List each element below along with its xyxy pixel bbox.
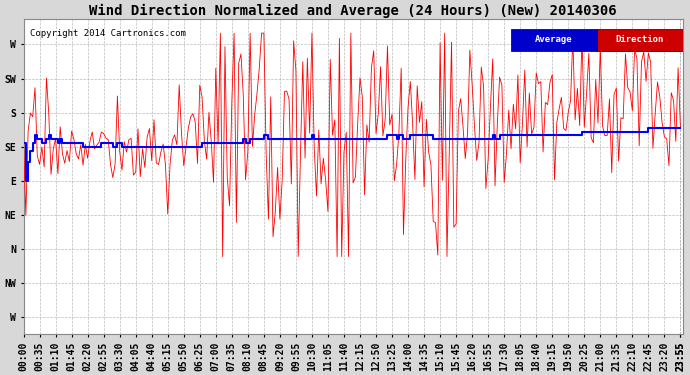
Text: Average: Average: [535, 35, 573, 44]
Text: Copyright 2014 Cartronics.com: Copyright 2014 Cartronics.com: [30, 29, 186, 38]
Text: Direction: Direction: [615, 35, 664, 44]
Title: Wind Direction Normalized and Average (24 Hours) (New) 20140306: Wind Direction Normalized and Average (2…: [89, 4, 617, 18]
FancyBboxPatch shape: [597, 29, 682, 51]
FancyBboxPatch shape: [511, 29, 597, 51]
